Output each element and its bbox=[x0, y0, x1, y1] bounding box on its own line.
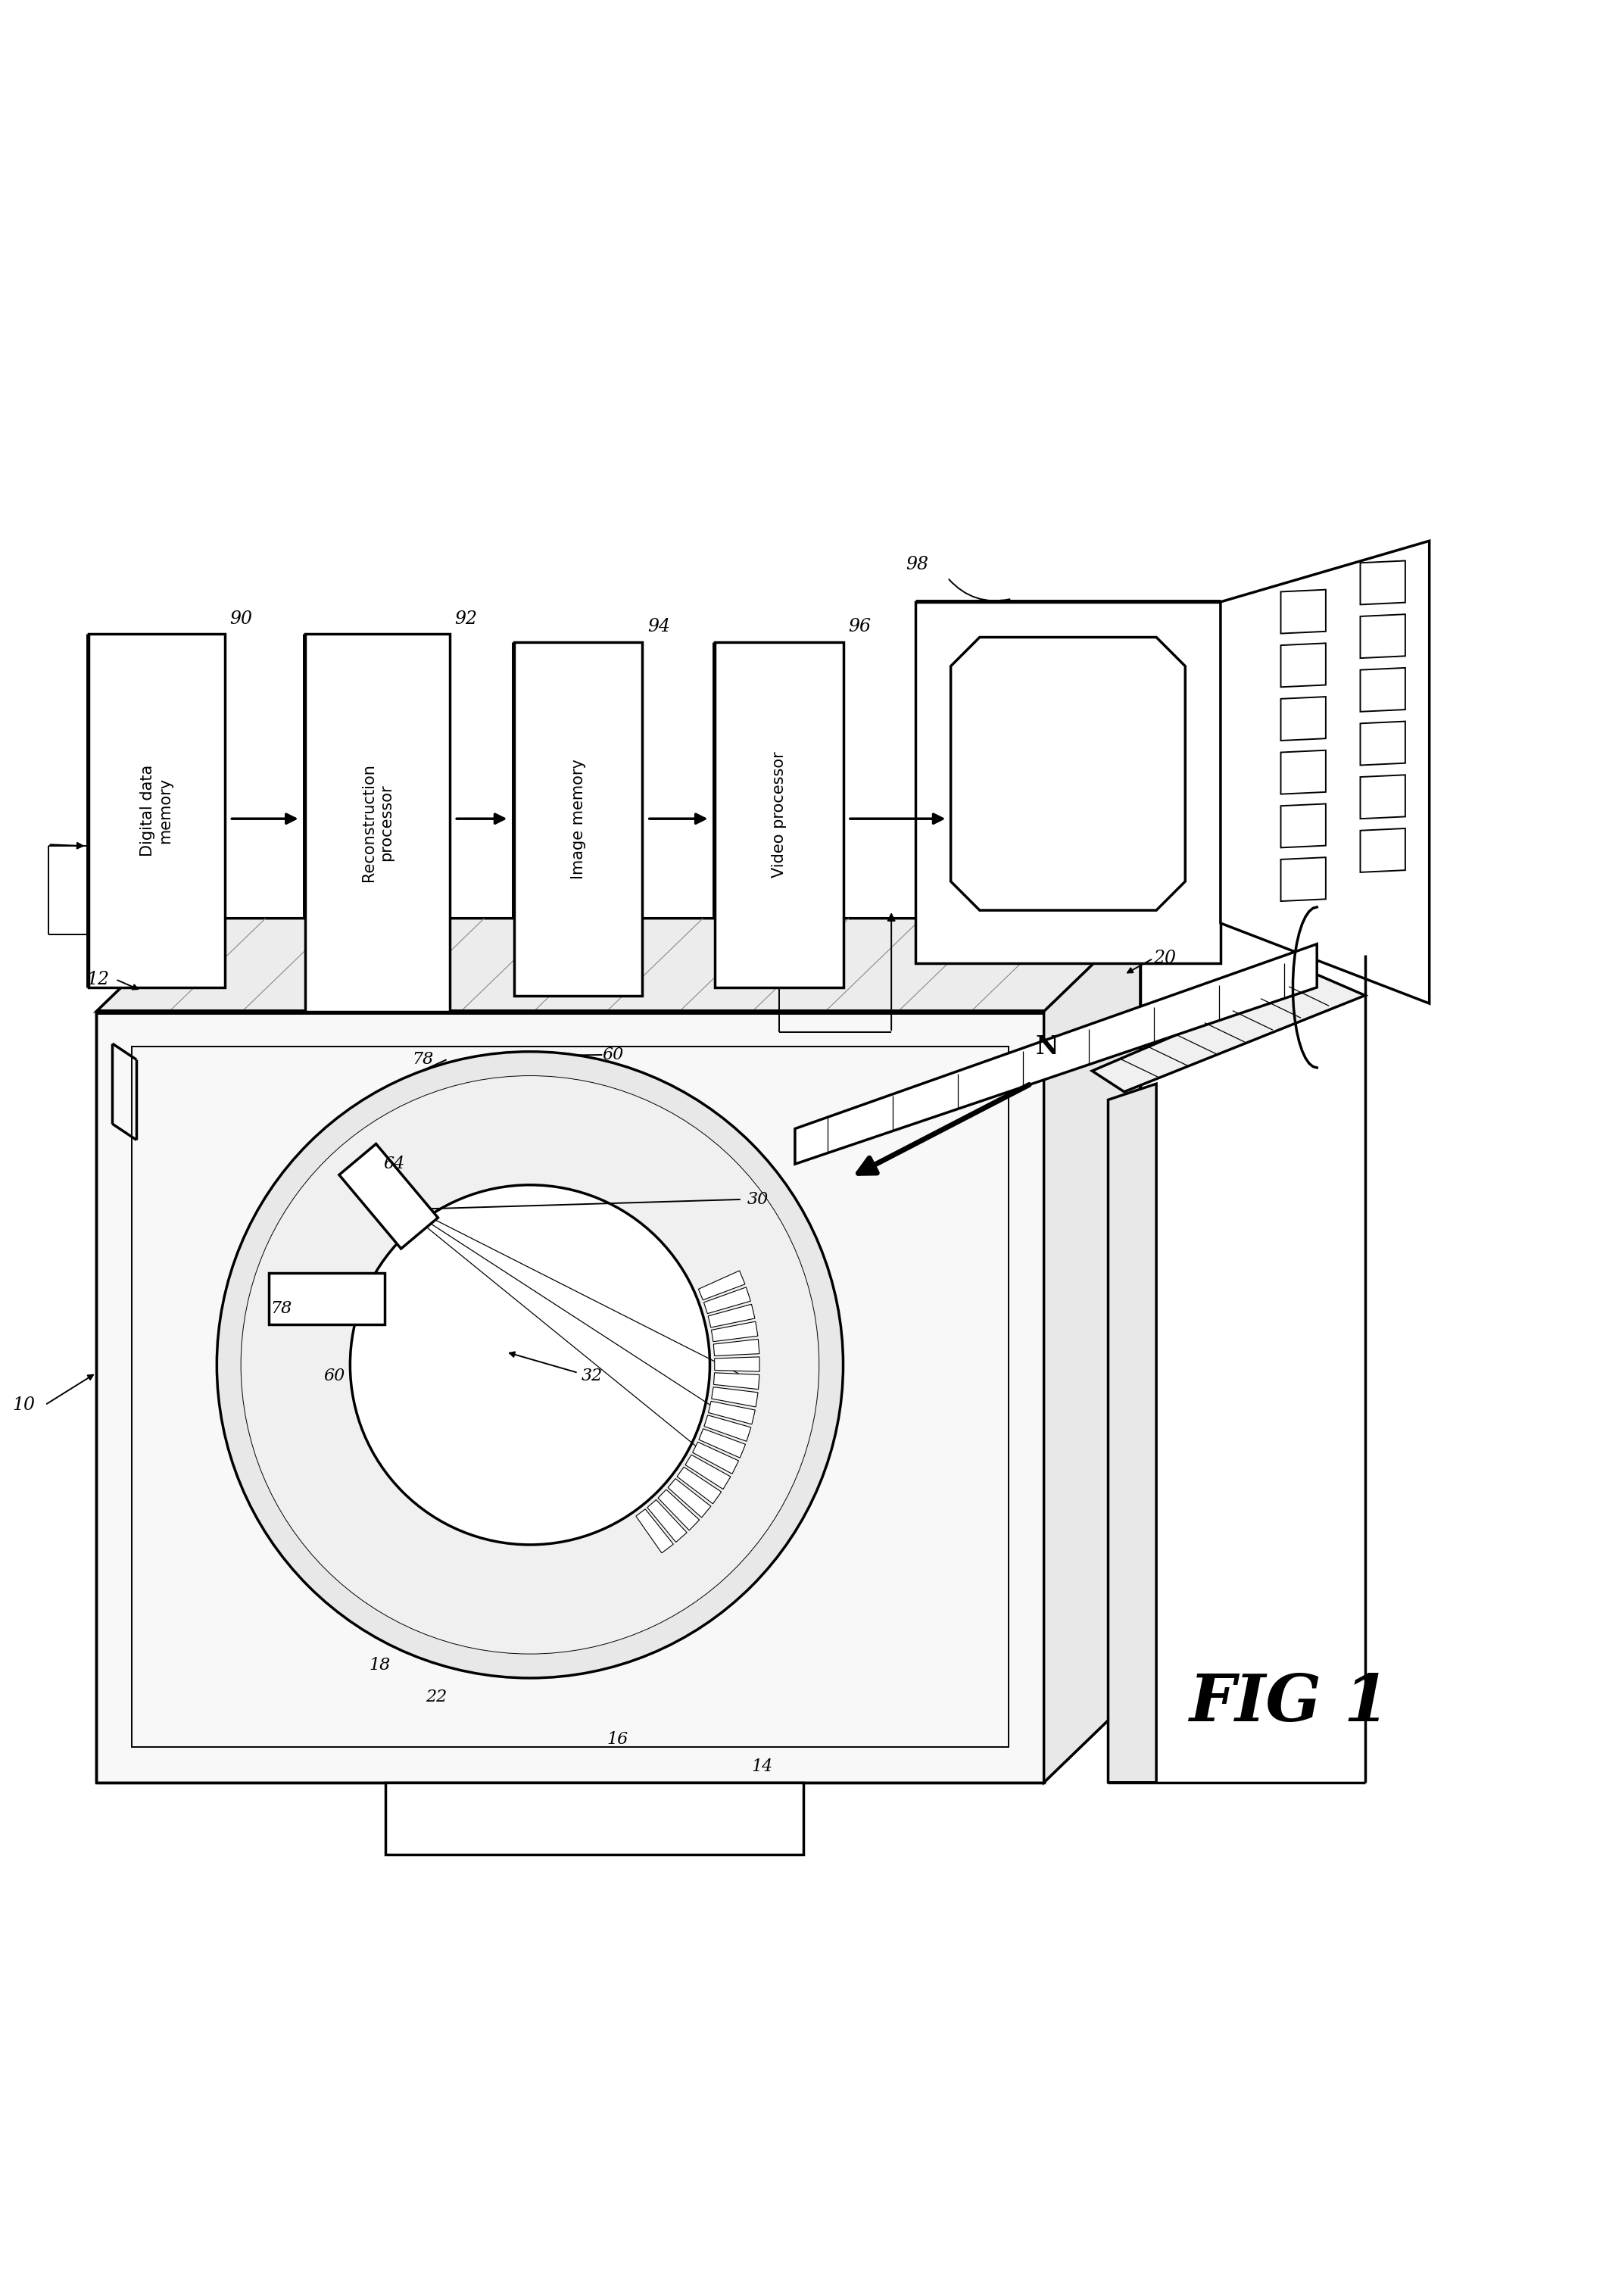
Polygon shape bbox=[1108, 1084, 1156, 1782]
Text: 90: 90 bbox=[230, 611, 252, 627]
Polygon shape bbox=[711, 1387, 758, 1407]
Text: 78: 78 bbox=[271, 1300, 292, 1318]
Polygon shape bbox=[270, 1272, 385, 1325]
Polygon shape bbox=[96, 918, 1140, 1013]
Polygon shape bbox=[1221, 542, 1429, 1003]
Text: 12: 12 bbox=[87, 971, 109, 987]
Polygon shape bbox=[715, 1357, 760, 1371]
Polygon shape bbox=[703, 1288, 750, 1313]
Polygon shape bbox=[658, 1490, 699, 1531]
Polygon shape bbox=[132, 1047, 1009, 1747]
Polygon shape bbox=[713, 1339, 760, 1357]
Polygon shape bbox=[1360, 668, 1405, 712]
FancyArrowPatch shape bbox=[949, 579, 1010, 602]
Text: 14: 14 bbox=[752, 1759, 772, 1775]
Polygon shape bbox=[1360, 721, 1405, 765]
Polygon shape bbox=[951, 638, 1185, 909]
Text: 98: 98 bbox=[906, 556, 928, 574]
Polygon shape bbox=[699, 1270, 745, 1300]
Circle shape bbox=[268, 1102, 792, 1626]
Text: 30: 30 bbox=[747, 1192, 768, 1208]
Circle shape bbox=[297, 1132, 763, 1598]
Polygon shape bbox=[708, 1401, 755, 1424]
Text: N: N bbox=[1036, 1035, 1058, 1061]
Bar bbox=[305, 634, 450, 1013]
Bar bbox=[514, 643, 642, 996]
Polygon shape bbox=[1282, 696, 1327, 742]
Text: 64: 64 bbox=[384, 1155, 405, 1173]
Polygon shape bbox=[1282, 751, 1327, 794]
Text: 22: 22 bbox=[426, 1690, 446, 1706]
Text: 10: 10 bbox=[13, 1396, 35, 1414]
Polygon shape bbox=[1360, 560, 1405, 604]
Circle shape bbox=[350, 1185, 710, 1545]
Text: Video processor: Video processor bbox=[771, 751, 787, 877]
Polygon shape bbox=[686, 1456, 731, 1490]
Bar bbox=[715, 643, 843, 987]
Polygon shape bbox=[1282, 590, 1327, 634]
Polygon shape bbox=[339, 1143, 438, 1249]
Text: 60: 60 bbox=[602, 1047, 623, 1063]
Polygon shape bbox=[385, 1782, 803, 1855]
Polygon shape bbox=[678, 1467, 721, 1504]
Circle shape bbox=[241, 1077, 819, 1653]
Polygon shape bbox=[699, 1428, 745, 1458]
Text: Image memory: Image memory bbox=[570, 758, 586, 879]
Text: 96: 96 bbox=[848, 618, 870, 636]
Text: 18: 18 bbox=[369, 1658, 390, 1674]
Text: 78: 78 bbox=[413, 1052, 434, 1068]
Text: 20: 20 bbox=[1153, 951, 1176, 967]
Polygon shape bbox=[1282, 643, 1327, 687]
Polygon shape bbox=[708, 1304, 755, 1327]
Polygon shape bbox=[795, 944, 1317, 1164]
Polygon shape bbox=[703, 1414, 752, 1442]
Text: 60: 60 bbox=[324, 1368, 345, 1384]
Polygon shape bbox=[1044, 918, 1140, 1782]
Polygon shape bbox=[1360, 615, 1405, 659]
Polygon shape bbox=[915, 602, 1221, 964]
Text: FIG 1: FIG 1 bbox=[1188, 1671, 1389, 1733]
Circle shape bbox=[217, 1052, 843, 1678]
Polygon shape bbox=[1360, 829, 1405, 872]
Text: 94: 94 bbox=[647, 618, 670, 636]
Text: Digital data
memory: Digital data memory bbox=[140, 765, 173, 856]
Text: Reconstruction
processor: Reconstruction processor bbox=[361, 765, 393, 882]
Text: 16: 16 bbox=[607, 1731, 628, 1747]
Text: 92: 92 bbox=[454, 611, 477, 627]
Polygon shape bbox=[692, 1442, 739, 1474]
Polygon shape bbox=[647, 1499, 687, 1543]
Polygon shape bbox=[636, 1508, 673, 1552]
Polygon shape bbox=[1360, 774, 1405, 820]
Bar bbox=[88, 634, 225, 987]
Polygon shape bbox=[1282, 856, 1327, 902]
Polygon shape bbox=[711, 1322, 758, 1341]
Polygon shape bbox=[1282, 804, 1327, 847]
Polygon shape bbox=[1092, 974, 1365, 1093]
Text: 32: 32 bbox=[581, 1368, 602, 1384]
Polygon shape bbox=[668, 1479, 711, 1518]
Polygon shape bbox=[96, 1013, 1044, 1782]
Polygon shape bbox=[713, 1373, 760, 1389]
